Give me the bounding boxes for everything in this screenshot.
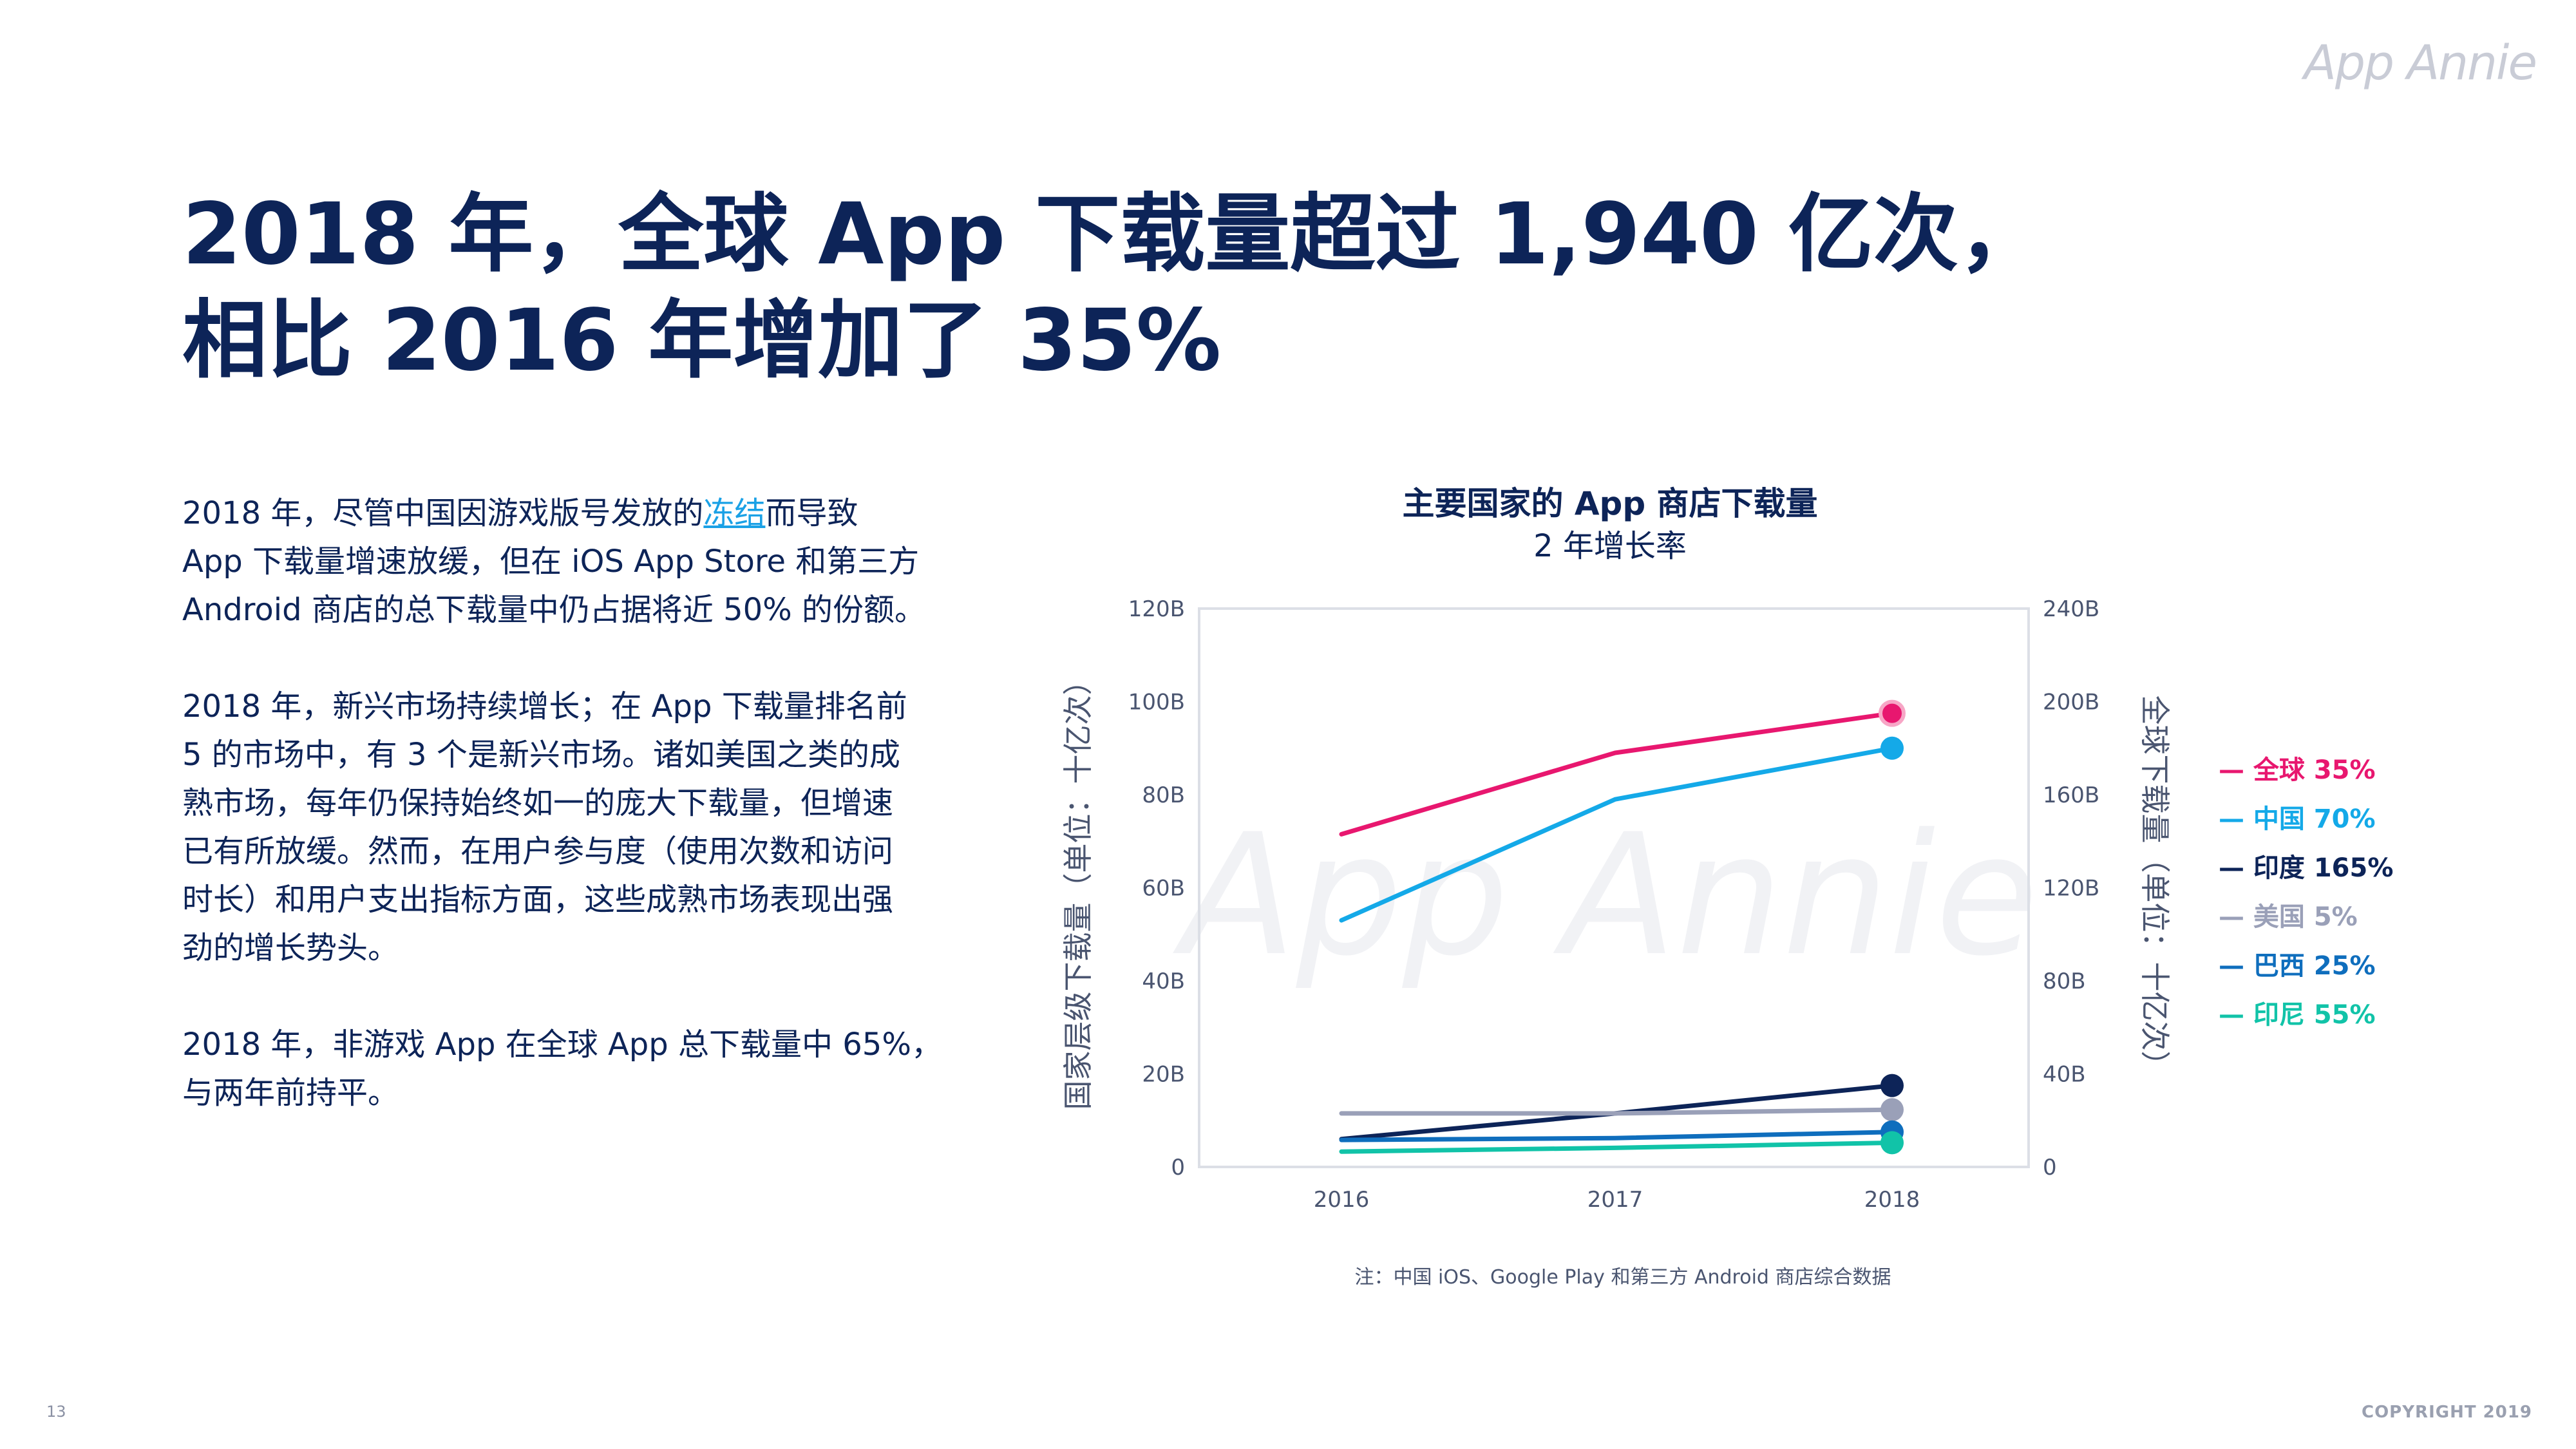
- app-annie-logo: App Annie: [2304, 35, 2537, 91]
- p1-text-before: 2018 年，尽管中国因游戏版号发放的: [182, 495, 704, 531]
- x-tick-label: 2018: [1864, 1187, 1920, 1213]
- p2-line-6: 劲的增长势头。: [182, 930, 399, 966]
- y-left-tick-label: 100B: [1128, 690, 1185, 715]
- p3-line-2: 与两年前持平。: [182, 1075, 399, 1111]
- series-line-5: [1339, 1130, 1895, 1142]
- p2-line-1: 2018 年，新兴市场持续增长；在 App 下载量排名前: [182, 688, 907, 724]
- paragraph-1: 2018 年，尽管中国因游戏版号发放的冻结而导致 App 下载量增速放缓，但在 …: [182, 489, 949, 634]
- y-left-tick-label: 20B: [1142, 1062, 1185, 1088]
- y-left-tick-label: 60B: [1142, 876, 1185, 902]
- p2-line-4: 已有所放缓。然而，在用户参与度（使用次数和访问: [182, 833, 894, 869]
- paragraph-3: 2018 年，非游戏 App 在全球 App 总下载量中 65%， 与两年前持平…: [182, 1021, 949, 1117]
- y-left-tick-label: 0: [1171, 1155, 1185, 1180]
- legend-item-5: — 巴西 25%: [2219, 951, 2376, 981]
- watermark-text: App Annie: [1171, 799, 2038, 993]
- y-right-tick-label: 240B: [2043, 596, 2099, 622]
- series-end-point-3: [1880, 1074, 1904, 1097]
- chart-legend: — 全球 35% — 中国 70% — 印度 165% — 美国 5% — 巴西 25%…: [2219, 746, 2393, 1039]
- copyright: COPYRIGHT 2019: [2361, 1403, 2532, 1422]
- p3-line-1: 2018 年，非游戏 App 在全球 App 总下载量中 65%，: [182, 1027, 942, 1063]
- series-line-4: [1339, 1107, 1895, 1116]
- series-end-point-4: [1880, 1098, 1904, 1122]
- y-right-tick-label: 120B: [2043, 876, 2099, 902]
- freeze-link[interactable]: 冻结: [703, 495, 766, 531]
- legend-item-3: — 印度 165%: [2219, 853, 2394, 883]
- series-line-1: [1339, 711, 1895, 837]
- y-left-tick-label: 40B: [1142, 969, 1185, 994]
- y-right-tick-label: 0: [2043, 1155, 2057, 1180]
- legend-item-6: — 印尼 55%: [2219, 1000, 2376, 1030]
- series-end-point-2: [1880, 736, 1904, 760]
- legend-item-4: — 美国 5%: [2219, 902, 2358, 932]
- chart-title: 主要国家的 App 商店下载量: [1402, 485, 1818, 522]
- series-line-2: [1339, 746, 1895, 923]
- y-right-axis-title: 全球下载量（单位：十亿次）: [2137, 696, 2172, 1081]
- chart-subtitle: 2 年增长率: [1533, 528, 1687, 564]
- y-right-tick-label: 40B: [2043, 1062, 2086, 1088]
- x-tick-label: 2016: [1314, 1187, 1370, 1213]
- series-end-point-6: [1880, 1131, 1904, 1155]
- p1-text-after: 而导致: [765, 495, 858, 531]
- title-line-2: 相比 2016 年增加了 35%: [182, 291, 1222, 390]
- plot-frame: [1198, 607, 2030, 1168]
- paragraph-2: 2018 年，新兴市场持续增长；在 App 下载量排名前 5 的市场中，有 3 …: [182, 683, 949, 972]
- y-right-tick-label: 160B: [2043, 782, 2099, 808]
- chart-note: 注：中国 iOS、Google Play 和第三方 Android 商店综合数据: [1354, 1266, 1891, 1289]
- title-line-1: 2018 年，全球 App 下载量超过 1,940 亿次，: [182, 185, 2043, 284]
- p2-line-3: 熟市场，每年仍保持始终如一的庞大下载量，但增速: [182, 785, 894, 821]
- y-left-axis-title: 国家层级下载量（单位：十亿次）: [1061, 666, 1095, 1110]
- page-title: 2018 年，全球 App 下载量超过 1,940 亿次， 相比 2016 年增…: [182, 182, 2050, 394]
- series-line-6: [1339, 1140, 1895, 1154]
- legend-item-2: — 中国 70%: [2219, 804, 2376, 834]
- y-right-tick-label: 200B: [2043, 690, 2099, 715]
- x-tick-label: 2017: [1587, 1187, 1643, 1213]
- y-right-tick-label: 80B: [2043, 969, 2086, 994]
- legend-item-1: — 全球 35%: [2219, 755, 2376, 785]
- y-left-tick-label: 80B: [1142, 782, 1185, 808]
- page-number: 13: [46, 1403, 66, 1421]
- p2-line-2: 5 的市场中，有 3 个是新兴市场。诸如美国之类的成: [182, 737, 900, 773]
- p1-line-3: Android 商店的总下载量中仍占据将近 50% 的份额。: [182, 592, 926, 628]
- p2-line-5: 时长）和用户支出指标方面，这些成熟市场表现出强: [182, 882, 894, 918]
- p1-line-2: App 下载量增速放缓，但在 iOS App Store 和第三方: [182, 544, 920, 580]
- body-text: 2018 年，尽管中国因游戏版号发放的冻结而导致 App 下载量增速放缓，但在 …: [182, 489, 949, 1166]
- y-left-tick-label: 120B: [1128, 596, 1185, 622]
- series-end-point-1: [1879, 699, 1906, 727]
